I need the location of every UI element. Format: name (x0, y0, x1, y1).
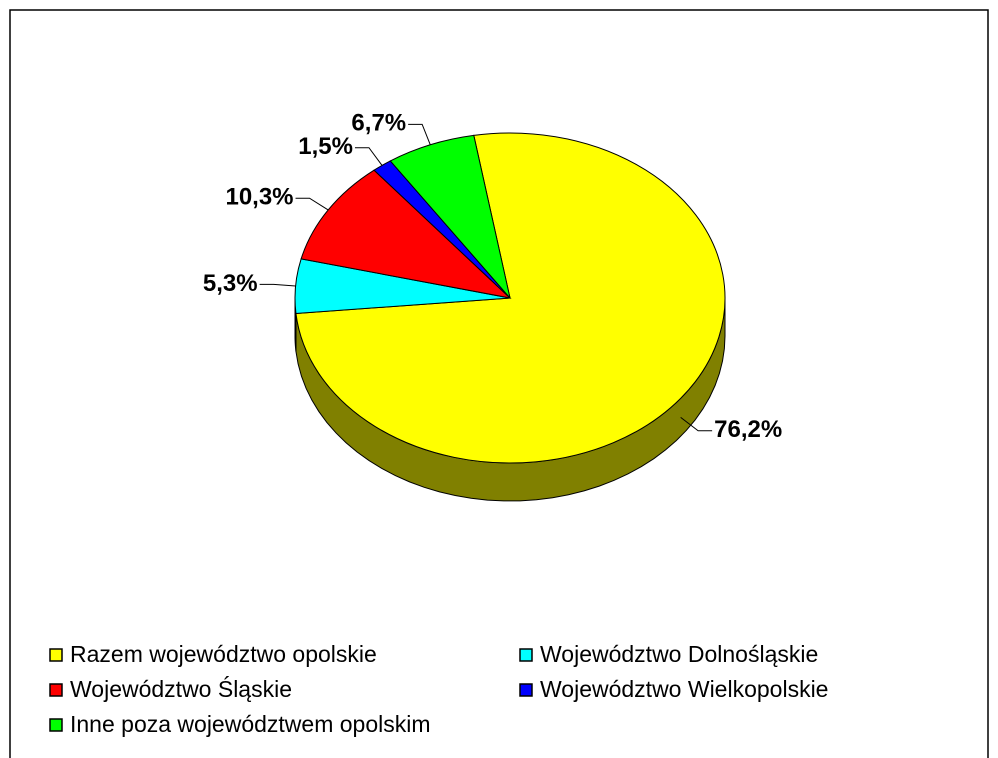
data-label: 1,5% (298, 133, 353, 160)
legend-label: Województwo Śląskie (70, 675, 292, 702)
legend-swatch (49, 648, 63, 662)
leader-line (408, 123, 431, 145)
legend-label: Województwo Wielkopolskie (540, 676, 828, 702)
leader-line (680, 416, 713, 432)
leader-line (295, 197, 329, 211)
leader-line (259, 283, 296, 287)
legend-swatch (49, 683, 63, 697)
data-label: 6,7% (351, 110, 406, 137)
legend-label: Razem województwo opolskie (70, 641, 377, 667)
legend-swatch (519, 683, 533, 697)
data-label: 76,2% (714, 416, 782, 443)
legend-swatch (49, 718, 63, 732)
slice (300, 169, 512, 299)
data-label: 5,3% (203, 270, 258, 297)
legend-swatch (519, 648, 533, 662)
legend-label: Województwo Dolnośląskie (540, 641, 818, 667)
leader-line (354, 147, 383, 166)
data-label: 10,3% (225, 184, 293, 211)
slice (389, 134, 511, 299)
legend-label: Inne poza województwem opolskim (70, 711, 431, 737)
